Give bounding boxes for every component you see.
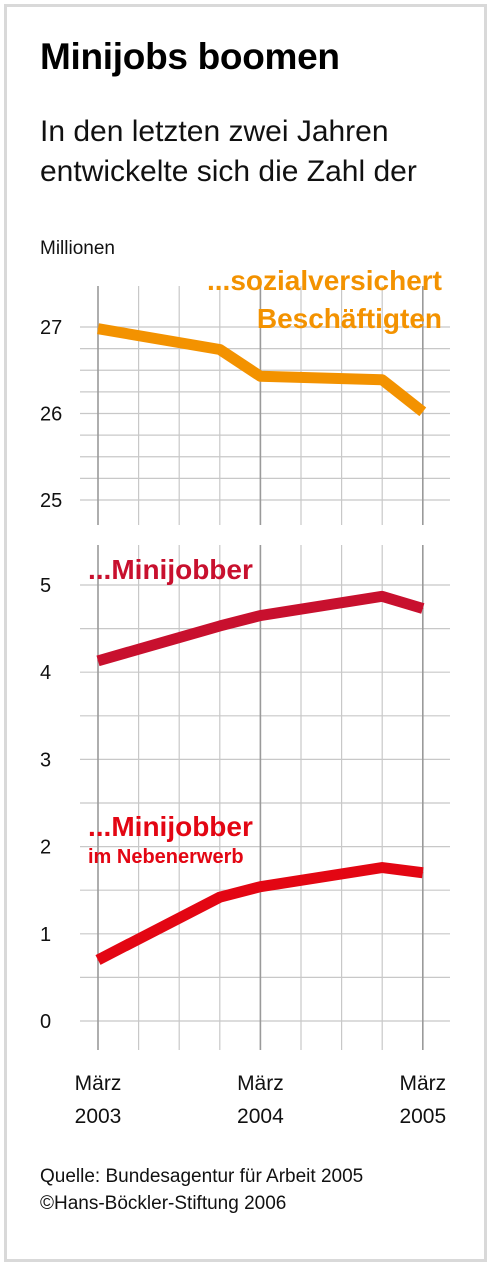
subtitle-line: entwickelte sich die Zahl der — [40, 155, 417, 188]
y-tick-label: 3 — [40, 749, 51, 771]
y-tick-label: 2 — [40, 837, 51, 859]
data-point — [422, 411, 424, 413]
y-tick-label: 1 — [40, 924, 51, 946]
y-tick-label: 26 — [40, 404, 62, 426]
data-point — [422, 608, 424, 610]
y-axis-unit-label: Millionen — [40, 238, 115, 259]
series-label: ...Minijobber — [88, 554, 253, 585]
data-point — [259, 615, 261, 617]
x-tick-label: 2005 — [399, 1105, 446, 1128]
data-point — [381, 379, 383, 381]
chart-frame — [4, 4, 487, 1262]
data-point — [97, 328, 99, 330]
y-tick-label: 0 — [40, 1011, 51, 1033]
chart-title: Minijobs boomen — [40, 36, 340, 77]
series-label: Beschäftigten — [257, 303, 442, 334]
panel-2-grid — [80, 545, 450, 1050]
x-tick-label: März — [399, 1072, 446, 1095]
series-label: im Nebenerwerb — [88, 846, 244, 868]
data-point — [219, 348, 221, 350]
data-point — [259, 886, 261, 888]
source-text: Quelle: Bundesagentur für Arbeit 2005 — [40, 1166, 364, 1187]
y-tick-label: 4 — [40, 662, 51, 684]
copyright-text: ©Hans-Böckler-Stiftung 2006 — [40, 1193, 287, 1214]
y-tick-label: 25 — [40, 490, 62, 512]
source-note: Quelle: Bundesagentur für Arbeit 2005 ©H… — [40, 1163, 363, 1217]
x-tick-label: 2003 — [75, 1105, 122, 1128]
x-tick-label: 2004 — [237, 1105, 284, 1128]
data-point — [422, 872, 424, 874]
data-point — [219, 625, 221, 627]
series-label: ...Minijobber — [88, 811, 253, 842]
data-point — [219, 896, 221, 898]
panel-1-grid — [80, 286, 450, 525]
data-point — [97, 959, 99, 961]
data-point — [97, 660, 99, 662]
x-tick-label: März — [237, 1072, 284, 1095]
x-tick-label: März — [75, 1072, 122, 1095]
chart-subtitle: In den letzten zwei Jahren entwickelte s… — [40, 112, 480, 192]
subtitle-line: In den letzten zwei Jahren — [40, 115, 389, 148]
data-point — [381, 867, 383, 869]
y-tick-label: 5 — [40, 575, 51, 597]
series-label: ...sozialversichert — [207, 265, 442, 296]
data-point — [259, 375, 261, 377]
y-tick-label: 27 — [40, 317, 62, 339]
data-point — [381, 595, 383, 597]
